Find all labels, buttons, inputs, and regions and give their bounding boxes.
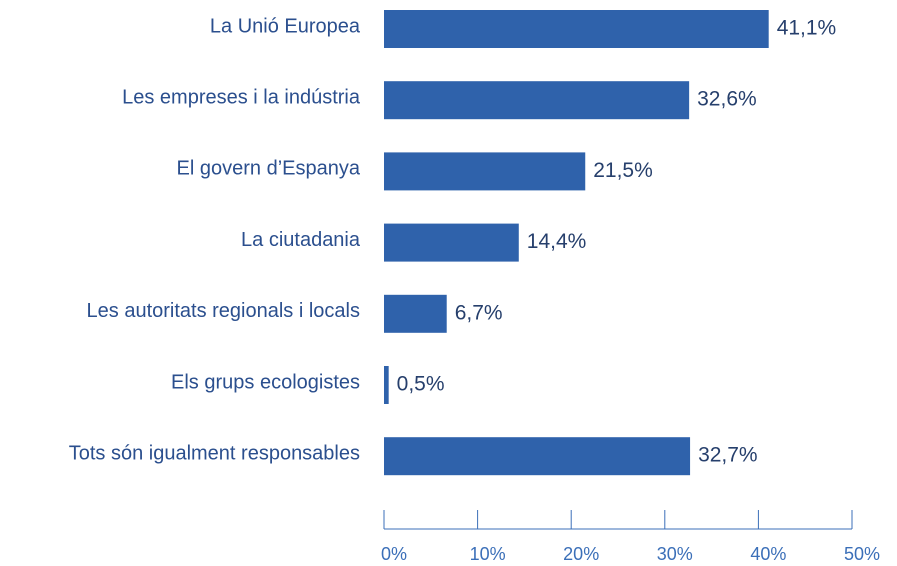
bar [384,366,389,404]
x-tick-label: 0% [381,544,407,564]
x-tick-label: 10% [470,544,506,564]
category-label: El govern d’Espanya [177,158,361,180]
category-label: Les autoritats regionals i locals [87,300,360,322]
x-tick-label: 30% [657,544,693,564]
category-label: Tots són igualment responsables [69,442,360,464]
category-label: La ciutadania [241,229,361,251]
value-label: 21,5% [593,159,653,182]
x-tick-label: 20% [563,544,599,564]
bar [384,152,586,191]
value-label: 32,7% [698,444,758,467]
bar [384,437,691,476]
bar [384,223,519,262]
x-tick-label: 50% [844,544,880,564]
value-label: 14,4% [527,230,587,253]
value-label: 0,5% [397,373,445,396]
category-label: Els grups ecologistes [171,371,360,393]
value-label: 41,1% [777,17,837,40]
bar [384,10,769,48]
bar [384,81,690,120]
value-label: 6,7% [455,301,503,324]
value-label: 32,6% [697,88,757,111]
bar [384,294,447,333]
category-label: La Unió Europea [210,15,361,37]
category-label: Les empreses i la indústria [122,86,361,108]
x-tick-label: 40% [750,544,786,564]
